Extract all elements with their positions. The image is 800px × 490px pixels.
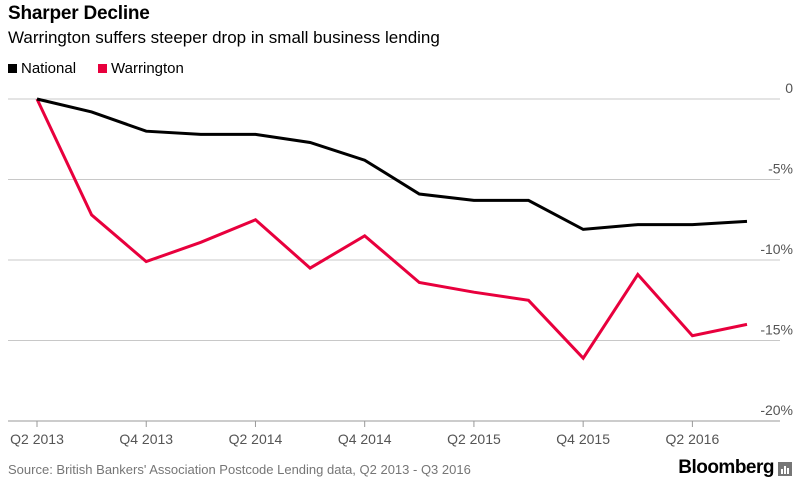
- y-tick-label: -5%: [768, 161, 793, 177]
- legend-label-national: National: [21, 60, 77, 77]
- y-tick-label: -15%: [760, 322, 793, 338]
- y-tick-label: -20%: [760, 402, 793, 418]
- source-note: Source: British Bankers' Association Pos…: [8, 462, 471, 477]
- bloomberg-chart-icon: [778, 462, 792, 476]
- y-tick-label: -10%: [760, 241, 793, 257]
- legend-label-warrington: Warrington: [111, 60, 184, 77]
- series-line-warrington: [35, 98, 748, 361]
- y-tick-label: 0: [785, 80, 793, 96]
- legend-swatch-warrington: [98, 64, 108, 73]
- series-line-national: [36, 97, 748, 231]
- legend-swatch-national: [8, 64, 17, 73]
- x-tick-label: Q2 2016: [666, 431, 720, 447]
- x-tick-label: Q4 2013: [119, 431, 173, 447]
- x-tick-label: Q4 2015: [556, 431, 610, 447]
- legend-item-national: National: [8, 60, 76, 77]
- chart-subtitle: Warrington suffers steeper drop in small…: [8, 28, 440, 47]
- chart-title: Sharper Decline: [8, 3, 150, 24]
- legend: National Warrington: [8, 60, 184, 77]
- legend-item-warrington: Warrington: [98, 60, 184, 77]
- x-tick-label: Q4 2014: [338, 431, 392, 447]
- x-tick-label: Q2 2015: [447, 431, 501, 447]
- brand-logo: Bloomberg: [678, 457, 774, 478]
- x-tick-label: Q2 2013: [10, 431, 64, 447]
- x-tick-label: Q2 2014: [229, 431, 283, 447]
